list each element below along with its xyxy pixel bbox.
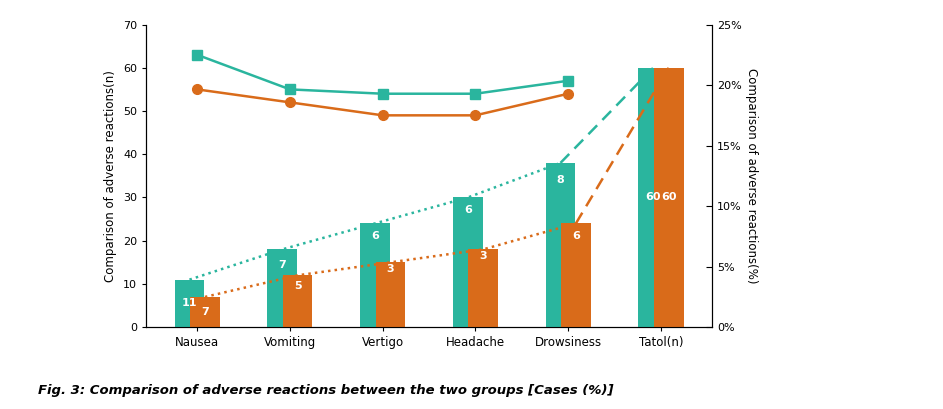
Bar xyxy=(469,249,498,327)
Text: 3: 3 xyxy=(387,264,394,274)
Text: 7: 7 xyxy=(201,307,208,317)
Text: 3: 3 xyxy=(479,251,487,261)
Text: 8: 8 xyxy=(556,175,564,185)
Bar xyxy=(268,249,297,327)
Text: 7: 7 xyxy=(278,259,286,270)
Text: 60: 60 xyxy=(661,193,676,202)
Bar xyxy=(360,223,389,327)
Bar xyxy=(546,163,575,327)
Text: Fig. 3: Comparison of adverse reactions between the two groups [Cases (%)]: Fig. 3: Comparison of adverse reactions … xyxy=(38,384,613,397)
Text: 11: 11 xyxy=(182,299,197,308)
Bar xyxy=(174,280,205,327)
Bar xyxy=(561,223,590,327)
Text: 60: 60 xyxy=(645,193,661,202)
Bar xyxy=(653,68,684,327)
Text: 6: 6 xyxy=(464,205,472,216)
Y-axis label: Comparison of adverse reactions(n): Comparison of adverse reactions(n) xyxy=(105,70,118,282)
Bar xyxy=(453,198,483,327)
Text: 6: 6 xyxy=(371,231,379,241)
Bar xyxy=(638,68,668,327)
Text: 5: 5 xyxy=(294,281,302,291)
Text: 6: 6 xyxy=(572,231,580,241)
Bar xyxy=(190,297,220,327)
Y-axis label: Comparison of adverse reactions(%): Comparison of adverse reactions(%) xyxy=(745,68,758,283)
Bar xyxy=(283,275,312,327)
Bar xyxy=(375,262,405,327)
